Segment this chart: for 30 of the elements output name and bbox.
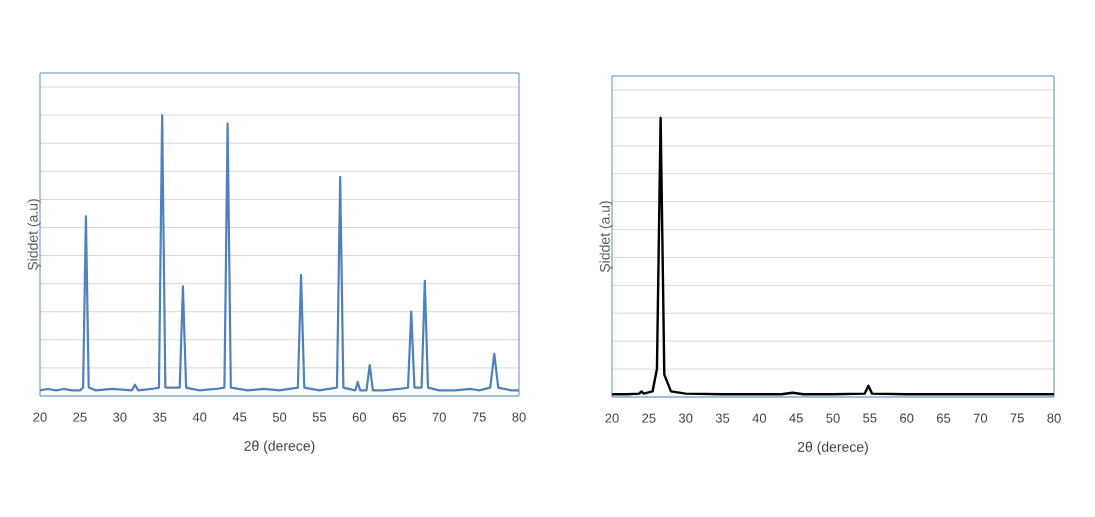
x-tick-label: 35 <box>715 413 730 423</box>
x-tick-label: 60 <box>352 412 367 422</box>
x-tick-label: 40 <box>752 413 767 423</box>
x-tick-label: 30 <box>113 412 127 422</box>
x-tick-label: 40 <box>192 412 207 422</box>
x-tick-label: 25 <box>73 412 87 422</box>
x-tick-label: 20 <box>33 412 47 422</box>
x-tick-label: 55 <box>863 413 877 423</box>
x-tick-label: 80 <box>1047 413 1061 423</box>
x-tick-label: 70 <box>432 412 446 422</box>
x-tick-label: 65 <box>392 412 406 422</box>
x-tick-label: 45 <box>789 413 803 423</box>
y-axis-title: Şiddet (a.u) <box>599 201 613 273</box>
x-tick-label: 20 <box>605 413 619 423</box>
x-tick-label: 35 <box>153 412 167 422</box>
x-axis-title: 2θ (derece) <box>244 440 315 454</box>
x-tick-label: 70 <box>973 413 988 423</box>
x-tick-label: 30 <box>678 413 693 423</box>
x-tick-label: 75 <box>1010 413 1024 423</box>
x-tick-label: 25 <box>642 413 656 423</box>
x-tick-label: 80 <box>512 412 526 422</box>
y-axis-title: Şiddet (a.u) <box>27 199 41 271</box>
x-tick-label: 75 <box>472 412 486 422</box>
x-tick-label: 50 <box>826 413 840 423</box>
x-axis-title: 2θ (derece) <box>797 441 868 455</box>
x-tick-label: 65 <box>936 413 951 423</box>
x-tick-label: 60 <box>900 413 914 423</box>
x-tick-label: 55 <box>312 412 327 422</box>
x-tick-label: 45 <box>232 412 247 422</box>
x-tick-label: 50 <box>272 412 287 422</box>
